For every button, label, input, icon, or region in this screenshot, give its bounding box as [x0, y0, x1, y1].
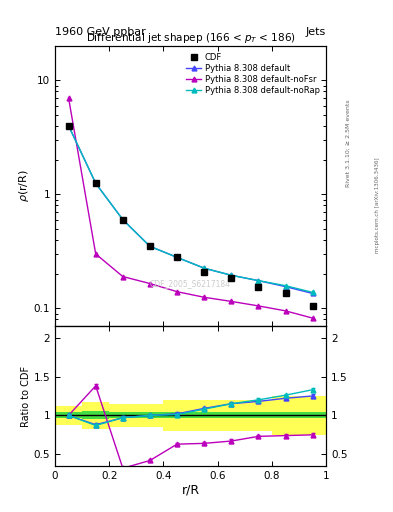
Y-axis label: $\rho$(r/R): $\rho$(r/R): [17, 169, 31, 202]
Text: CDF_2005_S6217184: CDF_2005_S6217184: [150, 280, 231, 288]
Y-axis label: Ratio to CDF: Ratio to CDF: [21, 366, 31, 426]
Text: Rivet 3.1.10; ≥ 2.5M events: Rivet 3.1.10; ≥ 2.5M events: [345, 99, 350, 187]
X-axis label: r/R: r/R: [182, 483, 200, 497]
Text: mcplots.cern.ch [arXiv:1306.3436]: mcplots.cern.ch [arXiv:1306.3436]: [375, 157, 380, 252]
Text: 1960 GeV ppbar: 1960 GeV ppbar: [55, 27, 146, 37]
Title: Differential jet shapep (166 < $p_{T}$ < 186): Differential jet shapep (166 < $p_{T}$ <…: [86, 31, 296, 45]
Text: Jets: Jets: [306, 27, 326, 37]
Legend: CDF, Pythia 8.308 default, Pythia 8.308 default-noFsr, Pythia 8.308 default-noRa: CDF, Pythia 8.308 default, Pythia 8.308 …: [184, 50, 322, 97]
